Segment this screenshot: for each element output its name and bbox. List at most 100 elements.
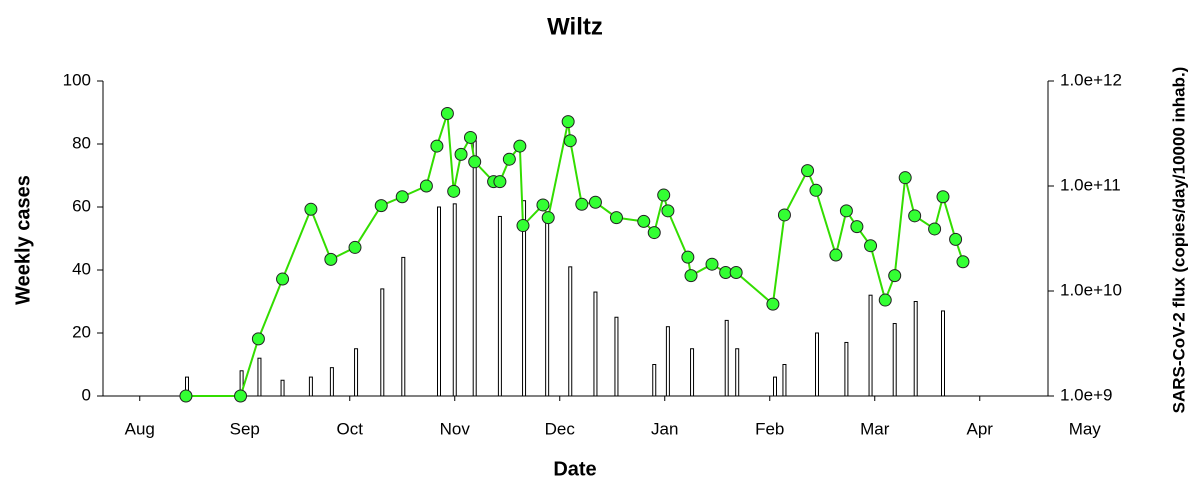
bar — [913, 301, 918, 397]
marker — [801, 164, 815, 178]
marker — [464, 130, 477, 144]
marker — [936, 190, 950, 204]
marker — [374, 199, 388, 213]
marker — [304, 202, 318, 216]
marker — [419, 179, 433, 193]
marker — [454, 147, 468, 161]
marker — [777, 208, 791, 222]
bar — [380, 288, 385, 397]
bar — [257, 357, 262, 397]
bar — [941, 310, 945, 397]
bar — [690, 348, 695, 397]
marker — [536, 198, 550, 212]
y2-tick-label: 1.0e+9 — [1060, 385, 1112, 404]
y2-tick-label: 1.0e+12 — [1060, 70, 1122, 89]
bar — [782, 364, 787, 397]
bar — [497, 215, 502, 397]
marker — [348, 240, 362, 254]
marker — [440, 107, 454, 121]
y-tick-label: 80 — [72, 133, 91, 152]
marker — [647, 226, 661, 240]
x-axis-label: Date — [553, 458, 596, 480]
marker — [684, 269, 698, 283]
marker — [276, 272, 290, 286]
bar — [329, 367, 334, 397]
marker — [850, 220, 864, 234]
x-tick-label: Sep — [230, 419, 260, 438]
marker — [888, 269, 902, 283]
bar — [522, 200, 527, 397]
bar — [568, 266, 573, 397]
y2-tick-label: 1.0e+11 — [1060, 175, 1121, 194]
marker — [395, 190, 409, 204]
bar — [472, 140, 477, 397]
x-tick-label: May — [1069, 419, 1102, 438]
marker — [502, 152, 516, 166]
marker — [681, 250, 695, 264]
marker — [430, 139, 444, 153]
bar — [437, 206, 441, 397]
y-tick-label: 20 — [72, 322, 91, 341]
y-tick-label: 40 — [72, 259, 91, 278]
bar — [868, 294, 873, 397]
marker — [829, 248, 843, 262]
marker — [561, 115, 575, 129]
bar — [280, 379, 285, 397]
marker — [705, 257, 719, 271]
bar — [401, 256, 406, 397]
bar — [892, 323, 897, 397]
y2-tick-label: 1.0e+10 — [1060, 280, 1122, 299]
y-tick-label: 0 — [82, 385, 91, 404]
marker — [898, 171, 912, 185]
bar — [308, 376, 313, 397]
marker — [809, 183, 823, 197]
bar — [724, 319, 729, 397]
marker — [516, 219, 530, 233]
y-tick-label: 100 — [63, 70, 91, 89]
marker — [324, 252, 338, 266]
bar — [614, 316, 619, 397]
x-tick-label: Mar — [860, 419, 890, 438]
y-tick-label: 60 — [72, 196, 91, 215]
x-tick-label: Aug — [125, 419, 155, 438]
bar — [354, 348, 359, 397]
x-tick-label: Jan — [651, 419, 678, 438]
marker — [878, 293, 892, 307]
marker — [908, 209, 922, 223]
marker — [661, 204, 675, 218]
bar — [815, 332, 819, 397]
marker — [588, 195, 602, 209]
bar — [652, 364, 657, 397]
bar — [773, 376, 777, 397]
x-tick-label: Dec — [545, 419, 576, 438]
x-tick-label: Oct — [337, 419, 364, 438]
y2-axis-label: SARS-CoV-2 flux (copies/day/10000 inhab.… — [1169, 67, 1188, 414]
marker — [609, 211, 623, 225]
marker — [251, 332, 265, 346]
marker — [949, 232, 963, 246]
marker — [928, 222, 942, 236]
marker — [513, 139, 527, 153]
marker — [657, 188, 671, 202]
marker — [729, 266, 743, 280]
marker — [493, 175, 507, 189]
marker — [234, 389, 248, 403]
chart-title: Wiltz — [547, 13, 603, 40]
marker — [447, 184, 461, 198]
marker — [541, 211, 555, 225]
bar — [593, 291, 598, 397]
marker — [468, 155, 482, 169]
marker — [956, 255, 970, 269]
marker — [766, 297, 780, 311]
y-axis-label: Weekly cases — [12, 175, 34, 305]
bar — [844, 341, 849, 397]
x-tick-label: Nov — [440, 419, 471, 438]
marker — [637, 214, 651, 228]
marker — [864, 239, 878, 253]
bar — [452, 203, 457, 397]
x-tick-label: Feb — [755, 419, 784, 438]
marker — [575, 197, 589, 211]
marker — [839, 204, 853, 218]
marker — [179, 389, 193, 403]
